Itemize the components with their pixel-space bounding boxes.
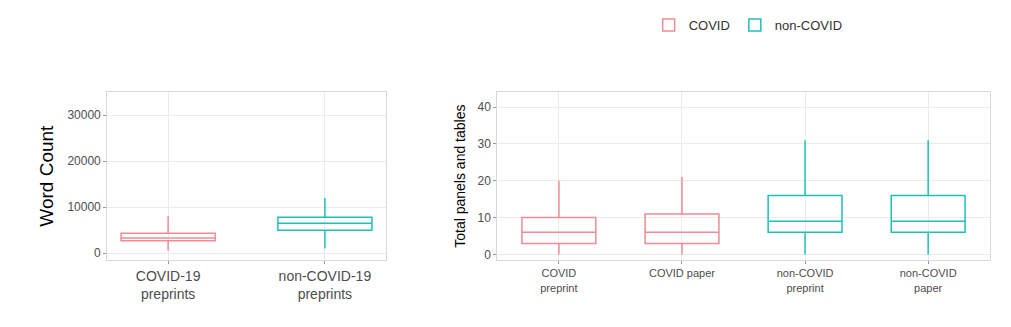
svg-text:COVIDpreprint: COVIDpreprint: [540, 267, 577, 293]
svg-text:40: 40: [478, 100, 492, 114]
svg-text:30000: 30000: [67, 108, 101, 122]
svg-text:COVID: COVID: [689, 18, 730, 33]
svg-text:non-COVIDpreprint: non-COVIDpreprint: [777, 267, 834, 293]
svg-text:20: 20: [478, 174, 492, 188]
svg-text:Total panels and tables: Total panels and tables: [452, 105, 468, 248]
svg-text:non-COVID: non-COVID: [775, 18, 842, 33]
svg-text:30: 30: [478, 137, 492, 151]
svg-text:non-COVID-19preprints: non-COVID-19preprints: [279, 268, 372, 302]
svg-text:0: 0: [94, 246, 101, 260]
svg-text:COVID-19preprints: COVID-19preprints: [136, 268, 201, 302]
svg-text:10: 10: [478, 211, 492, 225]
svg-text:20000: 20000: [67, 154, 101, 168]
svg-text:non-COVIDpaper: non-COVIDpaper: [900, 267, 957, 293]
svg-text:COVID paper: COVID paper: [649, 267, 715, 279]
svg-text:10000: 10000: [67, 200, 101, 214]
svg-text:0: 0: [484, 248, 491, 262]
svg-text:Word Count: Word Count: [36, 125, 57, 227]
